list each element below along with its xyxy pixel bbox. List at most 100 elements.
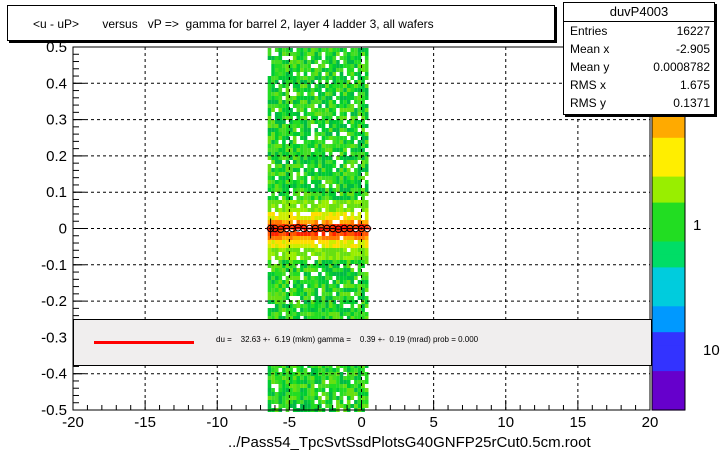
profile-point <box>334 225 343 233</box>
heatmap-cell <box>289 248 293 252</box>
colorbar-swatch <box>652 111 685 126</box>
heatmap-cell <box>267 52 272 56</box>
heatmap-cell <box>336 252 340 256</box>
heatmap-cell <box>285 304 290 308</box>
heatmap-cell <box>282 156 286 160</box>
heatmap-cell <box>303 404 308 408</box>
fit-result-text: du = 32.63 +- 6.19 (mkm) gamma = 0.39 +-… <box>216 335 479 344</box>
heatmap-cell <box>321 128 326 132</box>
heatmap-cell <box>343 244 347 248</box>
heatmap-cell <box>328 308 333 312</box>
heatmap-cell <box>307 312 311 316</box>
heatmap-cell <box>307 236 311 240</box>
heatmap-cell <box>343 264 347 268</box>
heatmap-cell <box>303 392 308 396</box>
heatmap-cell <box>271 172 275 176</box>
heatmap-cell <box>336 132 340 136</box>
heatmap-cell <box>336 60 340 64</box>
heatmap-cell <box>289 172 293 176</box>
heatmap-cell <box>300 144 304 148</box>
heatmap-cell <box>357 108 362 112</box>
heatmap-cell <box>310 108 315 112</box>
heatmap-cell <box>300 120 304 124</box>
heatmap-cell <box>346 176 351 180</box>
heatmap-cell <box>300 264 304 268</box>
heatmap-cell <box>267 128 272 132</box>
heatmap-cell <box>361 176 365 180</box>
heatmap-cell <box>285 208 290 212</box>
heatmap-cell <box>303 100 308 104</box>
heatmap-cell <box>274 72 279 76</box>
heatmap-cell <box>364 208 369 212</box>
heatmap-cell <box>350 384 355 388</box>
heatmap-cell <box>303 228 308 232</box>
heatmap-cell <box>307 200 311 204</box>
heatmap-cell <box>289 168 293 172</box>
heatmap-cell <box>274 104 279 108</box>
heatmap-cell <box>332 76 337 80</box>
heatmap-cell <box>332 120 337 124</box>
heatmap-cell <box>274 368 279 372</box>
heatmap-cell <box>339 76 344 80</box>
heatmap-cell <box>267 272 272 276</box>
heatmap-cell <box>321 156 326 160</box>
heatmap-cell <box>292 200 297 204</box>
heatmap-cell <box>325 56 329 60</box>
heatmap-cell <box>271 124 275 128</box>
heatmap-cell <box>325 272 329 276</box>
heatmap-cell <box>318 248 322 252</box>
heatmap-cell <box>274 92 279 96</box>
heatmap-cell <box>278 256 283 260</box>
heatmap-cell <box>292 260 297 264</box>
heatmap-cell <box>328 196 333 200</box>
heatmap-cell <box>346 88 351 92</box>
heatmap-cell <box>361 168 365 172</box>
heatmap-cell <box>292 156 297 160</box>
heatmap-cell <box>354 232 358 236</box>
heatmap-cell <box>364 88 369 92</box>
heatmap-cell <box>296 280 301 284</box>
heatmap-cell <box>296 252 301 256</box>
heatmap-cell <box>354 292 358 296</box>
heatmap-cell <box>328 236 333 240</box>
heatmap-cell <box>354 176 358 180</box>
heatmap-cell <box>364 204 369 208</box>
heatmap-cell <box>285 232 290 236</box>
heatmap-cell <box>328 216 333 220</box>
heatmap-cell <box>357 264 362 268</box>
heatmap-cell <box>274 184 279 188</box>
heatmap-cell <box>354 144 358 148</box>
heatmap-cell <box>282 368 286 372</box>
heatmap-cell <box>357 112 362 116</box>
heatmap-cell <box>303 368 308 372</box>
heatmap-cell <box>336 176 340 180</box>
profile-point <box>317 224 325 232</box>
heatmap-cell <box>267 284 272 288</box>
heatmap-cell <box>310 240 315 244</box>
heatmap-cell <box>339 364 344 368</box>
heatmap-cell <box>336 304 340 308</box>
heatmap-cell <box>332 236 337 240</box>
heatmap-cell <box>350 196 355 200</box>
heatmap-cell <box>267 184 272 188</box>
heatmap-cell <box>332 92 337 96</box>
heatmap-cell <box>339 372 344 376</box>
heatmap-cell <box>346 60 351 64</box>
heatmap-cell <box>318 92 322 96</box>
heatmap-cell <box>339 108 344 112</box>
heatmap-cell <box>354 380 358 384</box>
heatmap-cell <box>321 168 326 172</box>
y-tick-label: 0.2 <box>46 148 67 165</box>
heatmap-cell <box>310 236 315 240</box>
heatmap-cell <box>361 164 365 168</box>
heatmap-cell <box>314 280 319 284</box>
heatmap-cell <box>328 160 333 164</box>
heatmap-cell <box>357 84 362 88</box>
heatmap-cell <box>354 184 358 188</box>
heatmap-cell <box>296 124 301 128</box>
heatmap-cell <box>328 316 333 320</box>
heatmap-cell <box>350 296 355 300</box>
heatmap-cell <box>285 180 290 184</box>
heatmap-cell <box>296 208 301 212</box>
heatmap-cell <box>336 312 340 316</box>
